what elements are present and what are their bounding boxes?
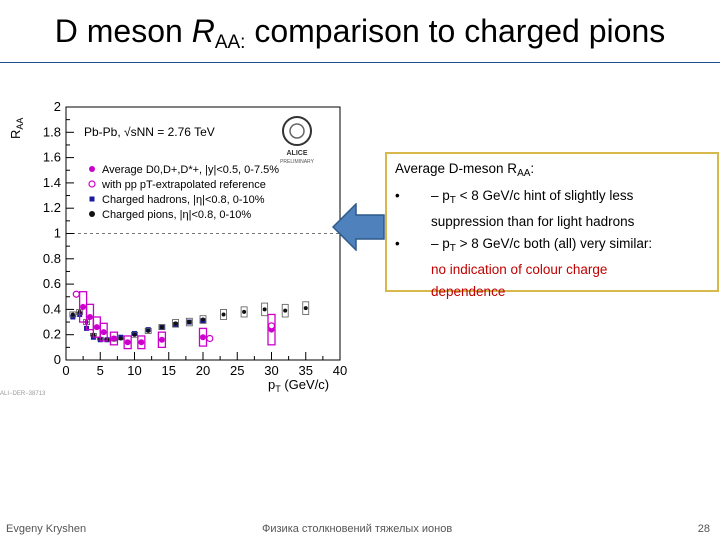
dmeson-point bbox=[138, 339, 145, 346]
y-tick-label: 0 bbox=[54, 352, 61, 367]
callout-bullet-1-cont: suppression than for light hadrons bbox=[431, 214, 635, 229]
pion-sys-box bbox=[240, 306, 248, 318]
dmeson-point bbox=[93, 324, 100, 331]
dmeson-extrapolated-point bbox=[72, 290, 80, 298]
x-tick-label: 10 bbox=[127, 363, 141, 378]
pion-sys-box bbox=[172, 319, 180, 328]
x-tick-label: 20 bbox=[196, 363, 210, 378]
pion-point bbox=[118, 336, 123, 341]
pion-point bbox=[146, 328, 151, 333]
pion-point bbox=[262, 307, 267, 312]
x-tick-label: 5 bbox=[97, 363, 104, 378]
legend-marker bbox=[89, 166, 95, 172]
dmeson-point bbox=[200, 334, 206, 341]
pion-sys-box bbox=[185, 317, 193, 327]
footer-course: Физика столкновений тяжелых ионов bbox=[262, 523, 453, 535]
legend-label: Average D0,D+,D*+, |y|<0.5, 0-7.5% bbox=[102, 164, 279, 176]
callout-bullet-2: • – pT > 8 GeV/c both (all) very similar: bbox=[395, 235, 653, 254]
callout-bullet-2-cont: no indication of colour charge bbox=[431, 262, 608, 277]
pion-point bbox=[242, 309, 247, 314]
dmeson-point bbox=[158, 336, 165, 343]
pion-point bbox=[159, 325, 164, 330]
pion-sys-box bbox=[69, 311, 77, 318]
dmeson-point bbox=[86, 313, 93, 320]
footer-page-number: 28 bbox=[697, 523, 710, 535]
y-tick-label: 1.6 bbox=[43, 150, 61, 165]
callout-bullet-2-cont-2: dependence bbox=[431, 283, 506, 299]
slide-title: D meson RAA: comparison to charged pions bbox=[0, 10, 720, 64]
pion-sys-box bbox=[131, 331, 138, 338]
y-tick-label: 0.4 bbox=[43, 301, 61, 316]
dmeson-sys-box bbox=[267, 313, 276, 346]
legend-marker bbox=[89, 211, 95, 217]
dmeson-sys-box bbox=[99, 322, 108, 342]
dmeson-point bbox=[110, 335, 117, 342]
legend-label: Charged pions, |η|<0.8, 0-10% bbox=[102, 209, 251, 221]
y-tick-label: 1.4 bbox=[43, 175, 61, 190]
arrow-left-icon bbox=[332, 203, 385, 251]
alice-logo: ALICE PRELIMINARY bbox=[280, 116, 315, 165]
title-prefix: D meson bbox=[54, 13, 192, 49]
x-tick-label: 35 bbox=[299, 363, 313, 378]
pion-sys-box bbox=[158, 324, 166, 331]
legend-marker bbox=[88, 180, 96, 188]
pion-point bbox=[173, 321, 178, 326]
pion-point bbox=[303, 306, 308, 311]
pion-sys-box bbox=[281, 303, 289, 318]
dmeson-point bbox=[100, 329, 107, 336]
raa-plot: 0 5 10 15 20 25 30 35 40 0 0.2 0.4 0.6 0.8 1 1.2 1.4 1.6 1… bbox=[0, 99, 347, 397]
pion-sys-box bbox=[199, 315, 207, 324]
legend-marker bbox=[89, 196, 95, 202]
callout-heading: Average D-meson RAA: bbox=[395, 161, 535, 179]
y-tick-label: 1 bbox=[54, 226, 61, 241]
dmeson-sys-box bbox=[137, 335, 146, 350]
title-subscript: AA: bbox=[214, 32, 246, 53]
dmeson-sys-box bbox=[109, 331, 119, 346]
pion-point bbox=[283, 308, 288, 313]
y-axis-label: RAA bbox=[8, 118, 25, 139]
y-tick-label: 2 bbox=[54, 99, 61, 114]
pion-point bbox=[221, 312, 226, 317]
callout-bullet-1: • – pT < 8 GeV/c hint of slightly less bbox=[395, 187, 634, 206]
x-tick-label: 15 bbox=[162, 363, 176, 378]
title-suffix: comparison to charged pions bbox=[245, 13, 666, 49]
x-tick-label: 40 bbox=[333, 363, 347, 378]
pion-point bbox=[132, 332, 137, 337]
y-tick-label: 0.8 bbox=[43, 251, 61, 266]
pion-point bbox=[201, 317, 205, 322]
pion-sys-box bbox=[261, 302, 269, 317]
dmeson-sys-box bbox=[157, 331, 167, 348]
figure-id-label: ALI−DER−38713 bbox=[0, 391, 46, 397]
summary-callout: Average D-meson RAA: • – pT < 8 GeV/c hin… bbox=[385, 152, 719, 299]
y-tick-label: 1.2 bbox=[43, 200, 61, 215]
title-r: R bbox=[191, 13, 215, 49]
dmeson-point bbox=[124, 339, 131, 346]
legend-label: with pp pT-extrapolated reference bbox=[101, 179, 266, 191]
pion-point bbox=[187, 320, 192, 325]
x-tick-label: 0 bbox=[62, 363, 69, 378]
pion-point bbox=[70, 312, 75, 317]
logo-text-1: ALICE bbox=[287, 150, 308, 157]
footer-author: Evgeny Kryshen bbox=[6, 523, 87, 535]
pion-sys-box bbox=[302, 301, 310, 315]
x-tick-label: 25 bbox=[230, 363, 244, 378]
logo-text-2: PRELIMINARY bbox=[280, 159, 314, 165]
dmeson-point bbox=[80, 303, 87, 310]
x-tick-label: 30 bbox=[264, 363, 278, 378]
y-tick-label: 1.8 bbox=[43, 124, 61, 139]
dmeson-extrapolated-point bbox=[206, 334, 214, 343]
legend-label: Charged hadrons, |η|<0.8, 0-10% bbox=[102, 194, 265, 206]
collision-label: Pb-Pb, √sNN = 2.76 TeV bbox=[84, 125, 215, 139]
pion-sys-box bbox=[220, 308, 227, 320]
dmeson-sys-box bbox=[123, 335, 132, 350]
x-axis-label: pT (GeV/c) bbox=[268, 377, 329, 394]
pion-sys-box bbox=[144, 327, 152, 334]
y-tick-label: 0.2 bbox=[43, 327, 61, 342]
title-rule bbox=[0, 62, 720, 63]
y-tick-label: 0.6 bbox=[43, 276, 61, 291]
dmeson-extrapolated-point bbox=[267, 322, 276, 330]
